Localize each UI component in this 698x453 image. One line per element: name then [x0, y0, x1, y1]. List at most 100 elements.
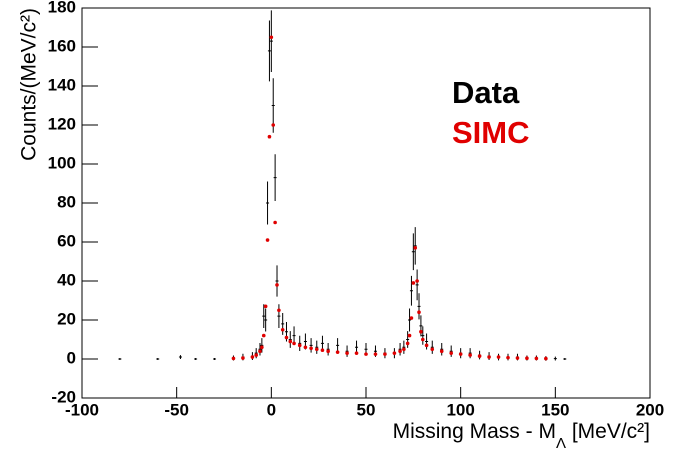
data-point — [194, 358, 198, 360]
data-point — [408, 308, 412, 332]
simc-point — [303, 345, 308, 350]
x-tick-label: 200 — [636, 400, 664, 419]
simc-point — [506, 355, 510, 360]
simc-point — [449, 351, 454, 355]
data-point — [345, 345, 349, 357]
simc-point — [263, 304, 268, 309]
simc-point — [271, 123, 276, 127]
x-tick-label: 150 — [541, 400, 569, 419]
y-tick-label: 120 — [48, 114, 76, 133]
x-tick-label: -100 — [65, 400, 99, 419]
simc-point — [261, 333, 266, 338]
data-point — [409, 275, 413, 306]
x-tick-label: 50 — [357, 400, 376, 419]
data-point — [406, 331, 410, 348]
simc-point — [458, 352, 463, 356]
simc-point — [439, 349, 444, 354]
data-point — [449, 345, 453, 357]
data-point — [309, 338, 313, 353]
simc-point — [496, 355, 501, 359]
simc-point — [265, 238, 270, 242]
y-tick-label: 100 — [48, 153, 76, 172]
data-point — [413, 227, 417, 265]
data-point — [118, 358, 122, 360]
simc-point — [326, 349, 330, 354]
simc-point — [415, 279, 419, 283]
simc-point — [273, 220, 277, 225]
y-tick-label: 40 — [57, 270, 76, 289]
data-point — [398, 343, 402, 356]
plot-frame — [81, 7, 651, 399]
simc-point — [241, 356, 245, 360]
data-point — [315, 340, 319, 354]
simc-point — [419, 329, 423, 334]
simc-point — [477, 354, 482, 358]
simc-point — [320, 348, 325, 353]
x-tick-label: 0 — [267, 400, 276, 419]
simc-point — [292, 341, 296, 346]
x-axis-title: Missing Mass - MΛ [MeV/c²] — [393, 420, 650, 452]
y-tick-label: 20 — [57, 309, 76, 328]
x-tick-label: -50 — [164, 400, 189, 419]
data-point — [298, 335, 302, 352]
data-point — [430, 340, 434, 354]
simc-point — [411, 281, 416, 285]
simc-point — [297, 343, 302, 348]
data-point — [415, 269, 419, 301]
simc-point — [354, 351, 359, 355]
simc-point — [515, 356, 520, 360]
simc-point — [373, 352, 378, 356]
y-tick-label: -20 — [51, 387, 76, 406]
data-point — [440, 343, 444, 356]
x-title-unit: [MeV/c²] — [566, 420, 650, 443]
simc-point — [260, 345, 264, 350]
y-tick-label: 60 — [57, 231, 76, 250]
simc-point — [254, 353, 258, 357]
simc-point — [544, 356, 548, 361]
simc-point — [335, 350, 340, 354]
simc-point — [280, 327, 285, 332]
data-point — [269, 10, 273, 72]
simc-point — [250, 355, 255, 359]
data-point — [213, 358, 217, 360]
simc-point — [314, 347, 319, 352]
simc-point — [288, 339, 293, 344]
simc-point — [413, 246, 418, 250]
y-tick-label: 140 — [48, 75, 76, 94]
y-tick-label: 0 — [67, 348, 76, 367]
simc-point — [398, 349, 402, 354]
simc-point — [525, 356, 529, 361]
simc-point — [402, 347, 406, 352]
simc-point — [468, 353, 472, 357]
data-point — [288, 331, 292, 348]
legend-entry: SIMC — [452, 115, 530, 150]
y-tick-label: 180 — [48, 0, 76, 16]
y-axis-title: Counts/(MeV/c²) — [18, 8, 41, 161]
data-point — [273, 154, 277, 202]
x-tick-label: 100 — [446, 400, 474, 419]
data-point — [267, 20, 271, 82]
data-point — [402, 340, 406, 354]
simc-point — [345, 351, 349, 355]
data-point — [277, 304, 281, 328]
data-point — [262, 304, 266, 328]
x-title-main: Missing Mass - M — [393, 420, 556, 443]
simc-point — [534, 356, 539, 361]
simc-point — [309, 346, 313, 351]
simc-point — [409, 316, 414, 320]
data-point — [326, 343, 330, 356]
simc-point — [364, 352, 368, 356]
data-point — [156, 358, 160, 360]
simc-point — [487, 355, 491, 359]
simc-point — [424, 343, 429, 348]
y-tick-label: 160 — [48, 36, 76, 55]
x-title-sub: Λ — [556, 435, 566, 452]
data-point — [258, 343, 262, 356]
simc-point — [277, 308, 281, 313]
data-point — [421, 326, 425, 345]
y-tick-label: 80 — [57, 192, 76, 211]
data-point — [563, 358, 567, 360]
simc-point — [417, 310, 421, 315]
simc-point — [383, 352, 387, 356]
